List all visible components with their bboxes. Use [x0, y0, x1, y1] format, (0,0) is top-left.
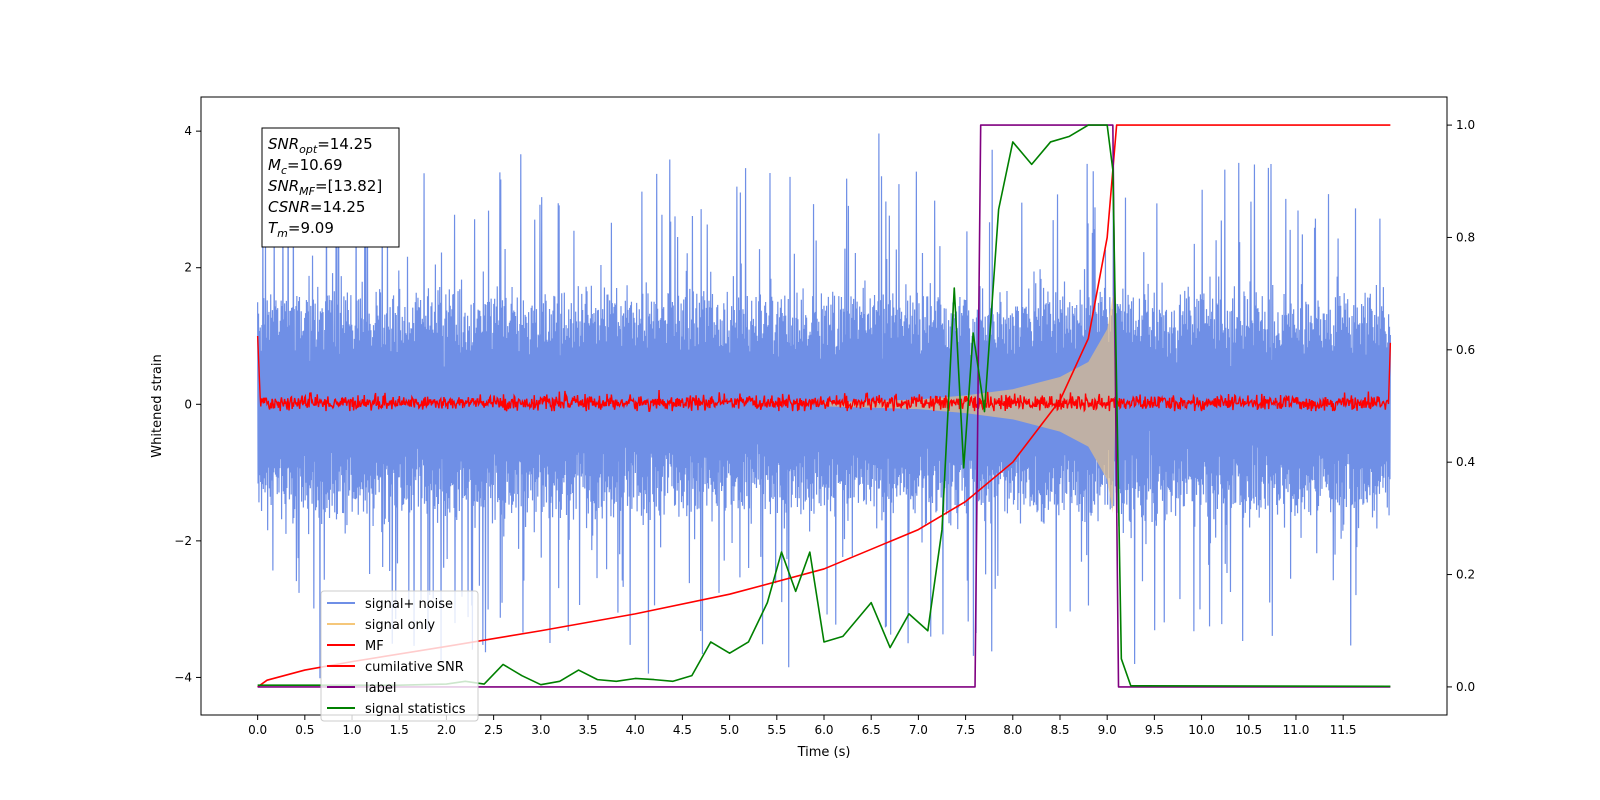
legend: signal+ noise signal only MF cumilative SNR…: [320, 590, 479, 722]
y2-tick-label: 0.0: [1456, 680, 1475, 694]
x-tick-label: 9.5: [1145, 723, 1164, 737]
y-axis-right: 0.0 0.2 0.4 0.6 0.8 1.0: [1447, 118, 1475, 694]
x-tick-label: 3.5: [578, 723, 597, 737]
y-axis-label: Whitened strain: [150, 354, 165, 457]
y2-tick-label: 1.0: [1456, 118, 1475, 132]
series-signal-statistics-line: [257, 124, 1391, 688]
x-tick-label: 2.0: [437, 723, 456, 737]
x-tick-label: 10.0: [1188, 723, 1215, 737]
x-tick-label: 5.0: [720, 723, 739, 737]
legend-label: label: [365, 681, 396, 696]
legend-entry: label: [327, 681, 396, 696]
legend-entry: signal only: [327, 618, 435, 633]
series-label-line: [257, 124, 1391, 688]
x-tick-label: 7.5: [956, 723, 975, 737]
legend-label: signal statistics: [365, 702, 466, 717]
legend-label: signal+ noise: [365, 597, 453, 612]
x-tick-label: 7.0: [909, 723, 928, 737]
annotation-line: Mc=10.69: [268, 156, 343, 177]
y-axis-left: −4 −2 0 2 4: [174, 124, 201, 684]
y-tick-label: 4: [184, 124, 192, 138]
x-tick-label: 6.0: [814, 723, 833, 737]
x-tick-label: 8.5: [1050, 723, 1069, 737]
y2-tick-label: 0.2: [1456, 568, 1475, 582]
x-axis-label: Time (s): [797, 745, 851, 760]
legend-entry: cumilative SNR: [327, 660, 464, 675]
y-tick-label: −2: [174, 534, 192, 548]
legend-frame: [320, 590, 479, 722]
y-tick-label: 2: [184, 261, 192, 275]
x-axis: 0.0 0.5 1.0 1.5 2.0 2.5 3.0 3.5 4.0 4.5 5.0 5.5 6.0 6…: [248, 715, 1357, 737]
y2-tick-label: 0.4: [1456, 455, 1475, 469]
x-tick-label: 11.5: [1330, 723, 1357, 737]
stats-annotation-box: SNRopt=14.25Mc=10.69SNRMF=[13.82]CSNR=14…: [261, 127, 400, 248]
x-tick-label: 4.0: [626, 723, 645, 737]
y2-tick-label: 0.6: [1456, 343, 1475, 357]
legend-entry: MF: [327, 639, 384, 654]
x-tick-label: 11.0: [1283, 723, 1310, 737]
annotation-line: SNRMF=[13.82]: [268, 177, 382, 198]
annotation-line: Tm=9.09: [268, 219, 334, 240]
x-tick-label: 0.0: [248, 723, 267, 737]
x-tick-label: 3.0: [531, 723, 550, 737]
x-tick-label: 4.5: [673, 723, 692, 737]
annotation-line: CSNR=14.25: [268, 198, 365, 216]
y2-tick-label: 0.8: [1456, 230, 1475, 244]
legend-label: MF: [365, 639, 384, 654]
annotation-frame: [261, 127, 400, 248]
x-tick-label: 6.5: [862, 723, 881, 737]
y-tick-label: 0: [184, 397, 192, 411]
x-tick-label: 1.0: [342, 723, 361, 737]
x-tick-label: 0.5: [295, 723, 314, 737]
x-tick-label: 1.5: [390, 723, 409, 737]
legend-entry: signal+ noise: [327, 597, 453, 612]
legend-label: signal only: [365, 618, 435, 633]
x-tick-label: 8.0: [1003, 723, 1022, 737]
x-tick-label: 5.5: [767, 723, 786, 737]
legend-label: cumilative SNR: [365, 660, 464, 675]
legend-entry: signal statistics: [327, 702, 466, 717]
x-tick-label: 9.0: [1098, 723, 1117, 737]
series-mf-line: [256, 335, 1392, 413]
series-signal-noise-line: [257, 133, 1391, 679]
annotation-line: SNRopt=14.25: [268, 135, 373, 156]
y-tick-label: −4: [174, 670, 192, 684]
x-tick-label: 10.5: [1235, 723, 1262, 737]
x-tick-label: 2.5: [484, 723, 503, 737]
